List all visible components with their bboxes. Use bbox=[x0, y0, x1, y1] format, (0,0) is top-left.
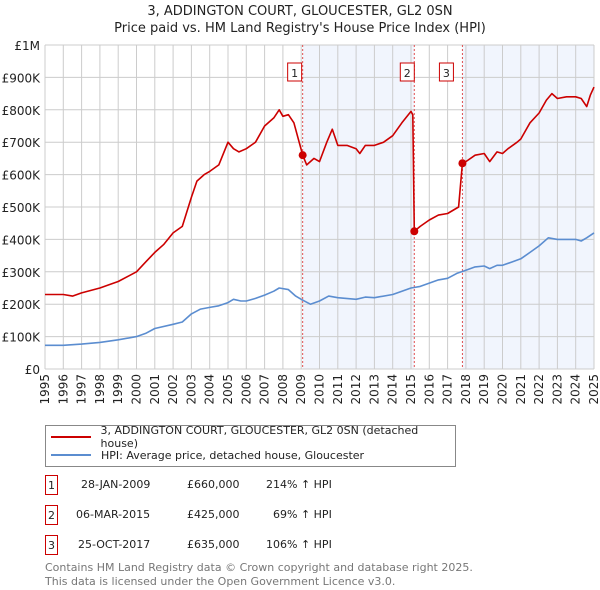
sale-row: 2 06-MAR-2015 £425,000 69% ↑ HPI bbox=[45, 505, 445, 525]
x-tick-label: 2022 bbox=[532, 374, 546, 405]
sale-marker-box bbox=[287, 62, 303, 82]
x-tick-label: 1999 bbox=[111, 374, 125, 405]
sale-row: 1 28-JAN-2009 £660,000 214% ↑ HPI bbox=[45, 475, 445, 495]
x-tick-label: 2008 bbox=[276, 374, 290, 405]
y-tick-label: £900K bbox=[2, 71, 42, 85]
hpi-line bbox=[45, 232, 595, 347]
y-tick-label: £600K bbox=[2, 169, 42, 183]
legend: 3, ADDINGTON COURT, GLOUCESTER, GL2 0SN … bbox=[45, 424, 456, 467]
x-tick-label: 2001 bbox=[148, 374, 162, 405]
x-tick-label: 2015 bbox=[404, 374, 418, 405]
x-tick-label: 2023 bbox=[550, 374, 564, 405]
sale-marker-label: 2 bbox=[404, 67, 411, 80]
x-tick-label: 2012 bbox=[349, 374, 363, 405]
x-tick-label: 2024 bbox=[569, 374, 583, 405]
price-chart: 1995 1996 1997 1998 1999 2000 2001 2002 2003 2004… bbox=[2, 39, 600, 405]
price-line bbox=[45, 86, 595, 297]
sale-price: £425,000 bbox=[187, 508, 240, 521]
sale-marker-label: 2 bbox=[45, 505, 58, 525]
x-tick-label: 2021 bbox=[514, 374, 528, 405]
legend-swatch-blue bbox=[51, 454, 91, 456]
legend-item-property: 3, ADDINGTON COURT, GLOUCESTER, GL2 0SN … bbox=[51, 424, 455, 450]
sale-price: £660,000 bbox=[187, 478, 240, 491]
sale-marker-label: 3 bbox=[45, 535, 58, 555]
y-tick-label: £700K bbox=[2, 136, 42, 150]
x-tick-label: 1996 bbox=[56, 374, 70, 405]
sale-marker-label: 1 bbox=[291, 67, 298, 80]
x-tick-label: 2010 bbox=[313, 374, 327, 405]
footer-licence: This data is licensed under the Open Gov… bbox=[45, 575, 396, 588]
chart-title: 3, ADDINGTON COURT, GLOUCESTER, GL2 0SN bbox=[147, 4, 453, 19]
x-tick-label: 2005 bbox=[221, 374, 235, 405]
y-tick-label: £0 bbox=[25, 363, 40, 377]
x-tick-label: 2014 bbox=[386, 374, 400, 405]
sale-price: £635,000 bbox=[187, 538, 240, 551]
sale-point bbox=[410, 227, 419, 236]
x-tick-label: 2003 bbox=[184, 374, 198, 405]
x-tick-label: 2007 bbox=[258, 374, 272, 405]
sale-marker-label: 1 bbox=[45, 475, 58, 495]
y-tick-label: £1M bbox=[14, 39, 40, 53]
sale-hpi: 214% ↑ HPI bbox=[266, 478, 332, 491]
x-tick-label: 2009 bbox=[294, 374, 308, 405]
x-tick-label: 2004 bbox=[203, 374, 217, 405]
x-tick-label: 1998 bbox=[93, 374, 107, 405]
legend-item-hpi: HPI: Average price, detached house, Glou… bbox=[51, 447, 364, 463]
x-tick-label: 2017 bbox=[441, 374, 455, 405]
x-tick-label: 1995 bbox=[38, 374, 52, 405]
sale-date: 28-JAN-2009 bbox=[81, 478, 151, 491]
x-tick-label: 2002 bbox=[166, 374, 180, 405]
y-tick-label: £100K bbox=[2, 331, 42, 345]
legend-label: 3, ADDINGTON COURT, GLOUCESTER, GL2 0SN … bbox=[100, 424, 419, 450]
x-tick-label: 2020 bbox=[496, 374, 510, 405]
x-tick-label: 2025 bbox=[587, 374, 600, 405]
sale-date: 06-MAR-2015 bbox=[76, 508, 151, 521]
footer-copyright: Contains HM Land Registry data © Crown c… bbox=[45, 561, 473, 574]
y-tick-label: £200K bbox=[2, 298, 42, 312]
sale-marker-box bbox=[399, 62, 415, 82]
x-tick-label: 2019 bbox=[477, 374, 491, 405]
y-tick-label: £800K bbox=[2, 104, 42, 118]
x-tick-label: 2011 bbox=[331, 374, 345, 405]
sale-hpi: 69% ↑ HPI bbox=[273, 508, 332, 521]
sale-date: 25-OCT-2017 bbox=[78, 538, 151, 551]
legend-label: HPI: Average price, detached house, Glou… bbox=[101, 448, 365, 462]
y-tick-label: £300K bbox=[2, 266, 42, 280]
y-tick-label: £500K bbox=[2, 201, 42, 215]
x-tick-label: 1997 bbox=[75, 374, 89, 405]
x-tick-label: 2018 bbox=[459, 374, 473, 405]
legend-swatch-red bbox=[51, 436, 91, 438]
sale-point bbox=[298, 151, 307, 160]
sale-row: 3 25-OCT-2017 £635,000 106% ↑ HPI bbox=[45, 535, 445, 555]
sale-hpi: 106% ↑ HPI bbox=[266, 538, 332, 551]
x-tick-label: 2013 bbox=[367, 374, 381, 405]
sale-marker-label: 3 bbox=[443, 67, 450, 80]
x-tick-label: 2016 bbox=[422, 374, 436, 405]
y-tick-label: £400K bbox=[2, 233, 42, 247]
x-tick-label: 2000 bbox=[130, 374, 144, 405]
chart-subtitle: Price paid vs. HM Land Registry's House … bbox=[114, 21, 486, 36]
x-tick-label: 2006 bbox=[239, 374, 253, 405]
sale-marker-box bbox=[438, 62, 454, 82]
sale-point bbox=[458, 159, 467, 168]
